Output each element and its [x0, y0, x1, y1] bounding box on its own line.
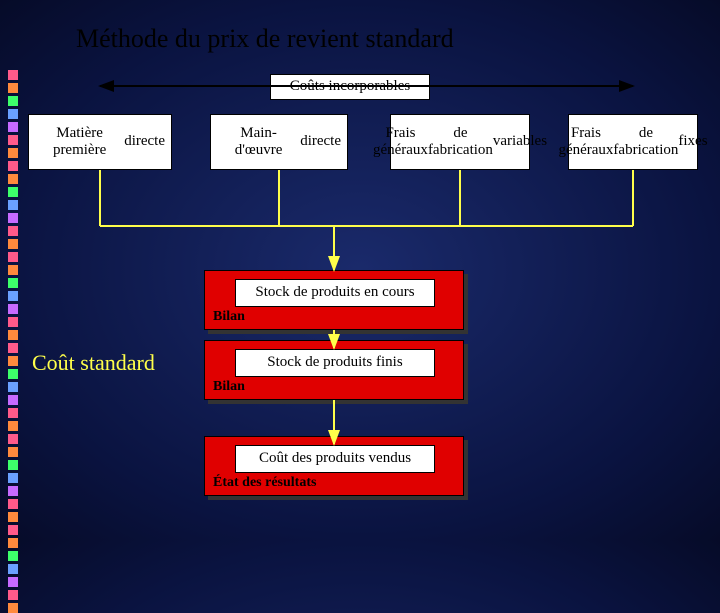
side-label-cout-standard: Coût standard: [32, 350, 155, 376]
box-stock-finis: Stock de produits finis: [235, 349, 435, 377]
panel-etat-resultats: Coût des produits vendus État des résult…: [204, 436, 464, 496]
bullet-column: [8, 70, 18, 613]
cost-box-matiere: Matière premièredirecte: [28, 114, 172, 170]
box-cout-vendus: Coût des produits vendus: [235, 445, 435, 473]
header-label: Coûts incorporables: [290, 78, 410, 95]
box-stock-en-cours: Stock de produits en cours: [235, 279, 435, 307]
panel-bilan-2: Stock de produits finis Bilan: [204, 340, 464, 400]
panel2-label: Bilan: [213, 379, 245, 395]
box-stock-en-cours-label: Stock de produits en cours: [255, 284, 414, 301]
panel1-label: Bilan: [213, 309, 245, 325]
cost-box-fgf-fixes: Frais générauxde fabricationfixes: [568, 114, 698, 170]
cost-box-main-oeuvre: Main-d'œuvredirecte: [210, 114, 348, 170]
side-label-text: Coût standard: [32, 350, 155, 375]
page-title: Méthode du prix de revient standard: [76, 24, 454, 54]
cost-box-fgf-variables: Frais générauxde fabricationvariables: [390, 114, 530, 170]
header-couts-incorporables: Coûts incorporables: [270, 74, 430, 100]
panel3-label: État des résultats: [213, 475, 316, 491]
box-cout-vendus-label: Coût des produits vendus: [259, 450, 411, 467]
box-stock-finis-label: Stock de produits finis: [267, 354, 402, 371]
panel-bilan-1: Stock de produits en cours Bilan: [204, 270, 464, 330]
